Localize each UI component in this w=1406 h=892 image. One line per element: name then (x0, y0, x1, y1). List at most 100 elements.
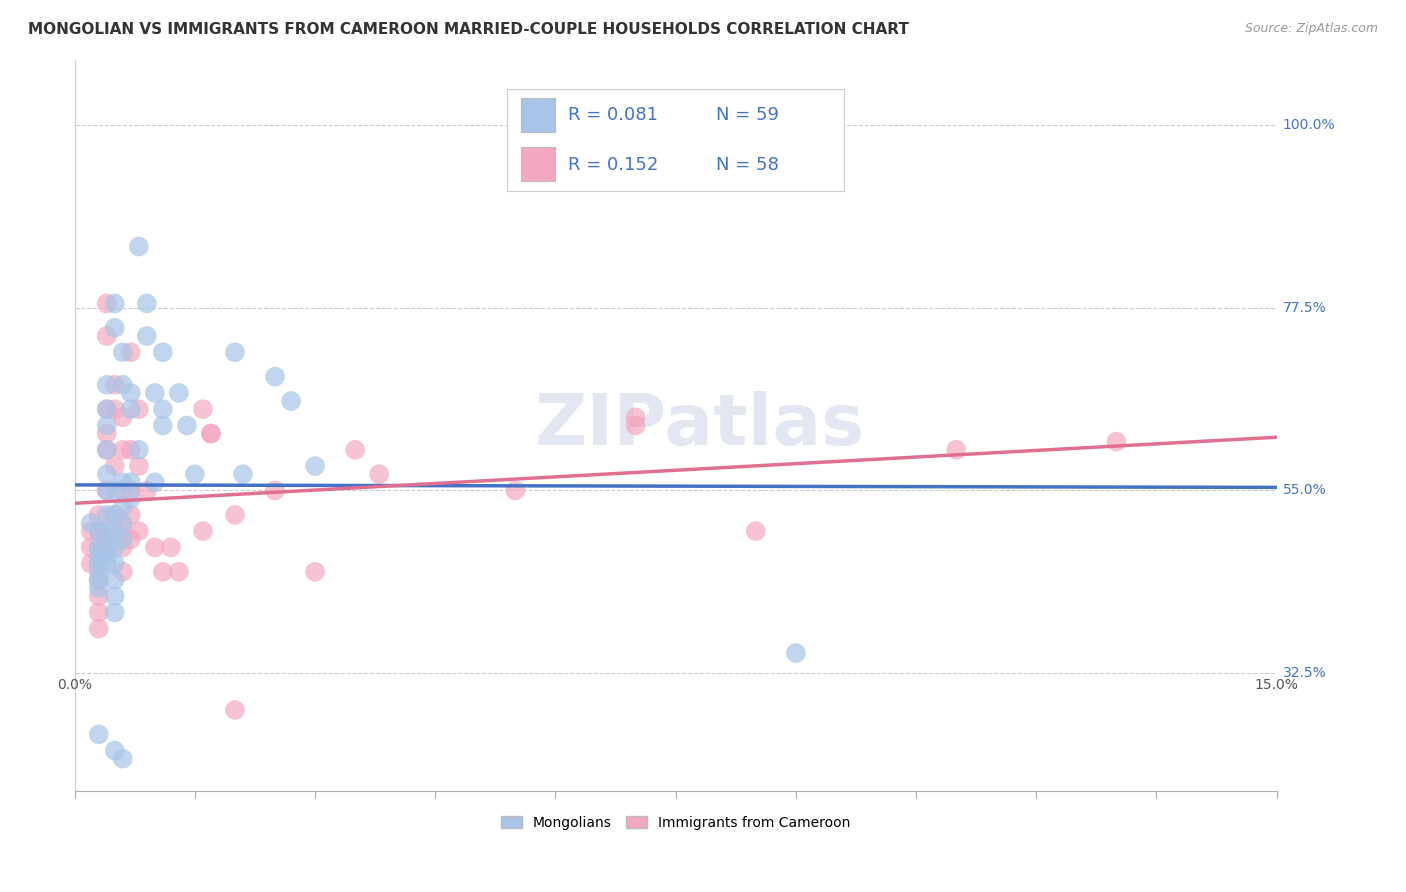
Point (104, 524, 127, 538)
Point (104, 459, 127, 474)
Point (143, 541, 166, 555)
Point (96, 402, 118, 417)
Point (128, 442, 150, 457)
Text: 0.0%: 0.0% (58, 678, 93, 692)
Point (87, 573, 110, 587)
Point (120, 475, 142, 490)
Legend: Mongolians, Immigrants from Cameroon: Mongolians, Immigrants from Cameroon (495, 811, 856, 836)
Point (152, 565, 174, 579)
Point (87, 565, 110, 579)
Point (104, 483, 127, 498)
Point (280, 394, 302, 409)
Point (96, 402, 118, 417)
Point (368, 467, 391, 482)
Point (505, 483, 527, 498)
Point (128, 402, 150, 417)
Point (200, 426, 222, 441)
Point (111, 565, 134, 579)
Point (96, 483, 118, 498)
Point (120, 483, 142, 498)
Point (224, 508, 246, 522)
Point (111, 483, 134, 498)
Text: 100.0%: 100.0% (1282, 118, 1336, 132)
Point (152, 418, 174, 433)
Point (96, 541, 118, 555)
Point (87, 541, 110, 555)
Text: Source: ZipAtlas.com: Source: ZipAtlas.com (1244, 22, 1378, 36)
Point (104, 541, 127, 555)
Point (104, 589, 127, 603)
Point (96, 524, 118, 538)
Point (111, 516, 134, 530)
Point (104, 402, 127, 417)
Point (87, 727, 110, 741)
Point (96, 329, 118, 343)
Point (184, 467, 207, 482)
Point (111, 377, 134, 392)
Point (167, 565, 190, 579)
Text: 55.0%: 55.0% (1282, 483, 1326, 498)
Point (304, 459, 326, 474)
Point (80, 541, 103, 555)
Point (80, 524, 103, 538)
Point (87, 508, 110, 522)
Point (152, 402, 174, 417)
Point (745, 524, 768, 538)
Point (80, 557, 103, 571)
Point (785, 646, 807, 660)
Point (111, 541, 134, 555)
Point (96, 524, 118, 538)
Point (120, 491, 142, 506)
Point (167, 385, 190, 400)
Text: ZIPatlas: ZIPatlas (534, 391, 865, 460)
Point (87, 541, 110, 555)
Point (104, 743, 127, 757)
Point (87, 622, 110, 636)
Point (104, 606, 127, 620)
Point (96, 296, 118, 310)
Point (135, 483, 157, 498)
Point (104, 296, 127, 310)
Point (152, 345, 174, 359)
Point (87, 606, 110, 620)
Point (80, 516, 103, 530)
Point (624, 418, 647, 433)
Point (96, 377, 118, 392)
Point (120, 508, 142, 522)
Point (87, 524, 110, 538)
Point (143, 385, 166, 400)
Point (128, 459, 150, 474)
Text: 77.5%: 77.5% (1282, 301, 1326, 315)
Point (104, 508, 127, 522)
Point (135, 329, 157, 343)
Point (191, 524, 214, 538)
Point (111, 500, 134, 514)
Point (120, 533, 142, 547)
Point (96, 467, 118, 482)
Point (120, 442, 142, 457)
Point (87, 573, 110, 587)
Point (111, 475, 134, 490)
Point (111, 410, 134, 425)
Point (104, 557, 127, 571)
Point (96, 442, 118, 457)
Point (264, 369, 287, 384)
Point (224, 345, 246, 359)
Point (111, 524, 134, 538)
Point (945, 442, 967, 457)
Point (111, 345, 134, 359)
Point (87, 557, 110, 571)
Point (96, 418, 118, 433)
Point (104, 321, 127, 335)
Point (135, 296, 157, 310)
Text: 15.0%: 15.0% (1254, 678, 1299, 692)
Point (128, 239, 150, 253)
Point (104, 377, 127, 392)
Point (191, 402, 214, 417)
Point (96, 442, 118, 457)
Point (96, 549, 118, 563)
Point (96, 426, 118, 441)
Point (120, 345, 142, 359)
Point (224, 703, 246, 717)
Point (87, 581, 110, 595)
